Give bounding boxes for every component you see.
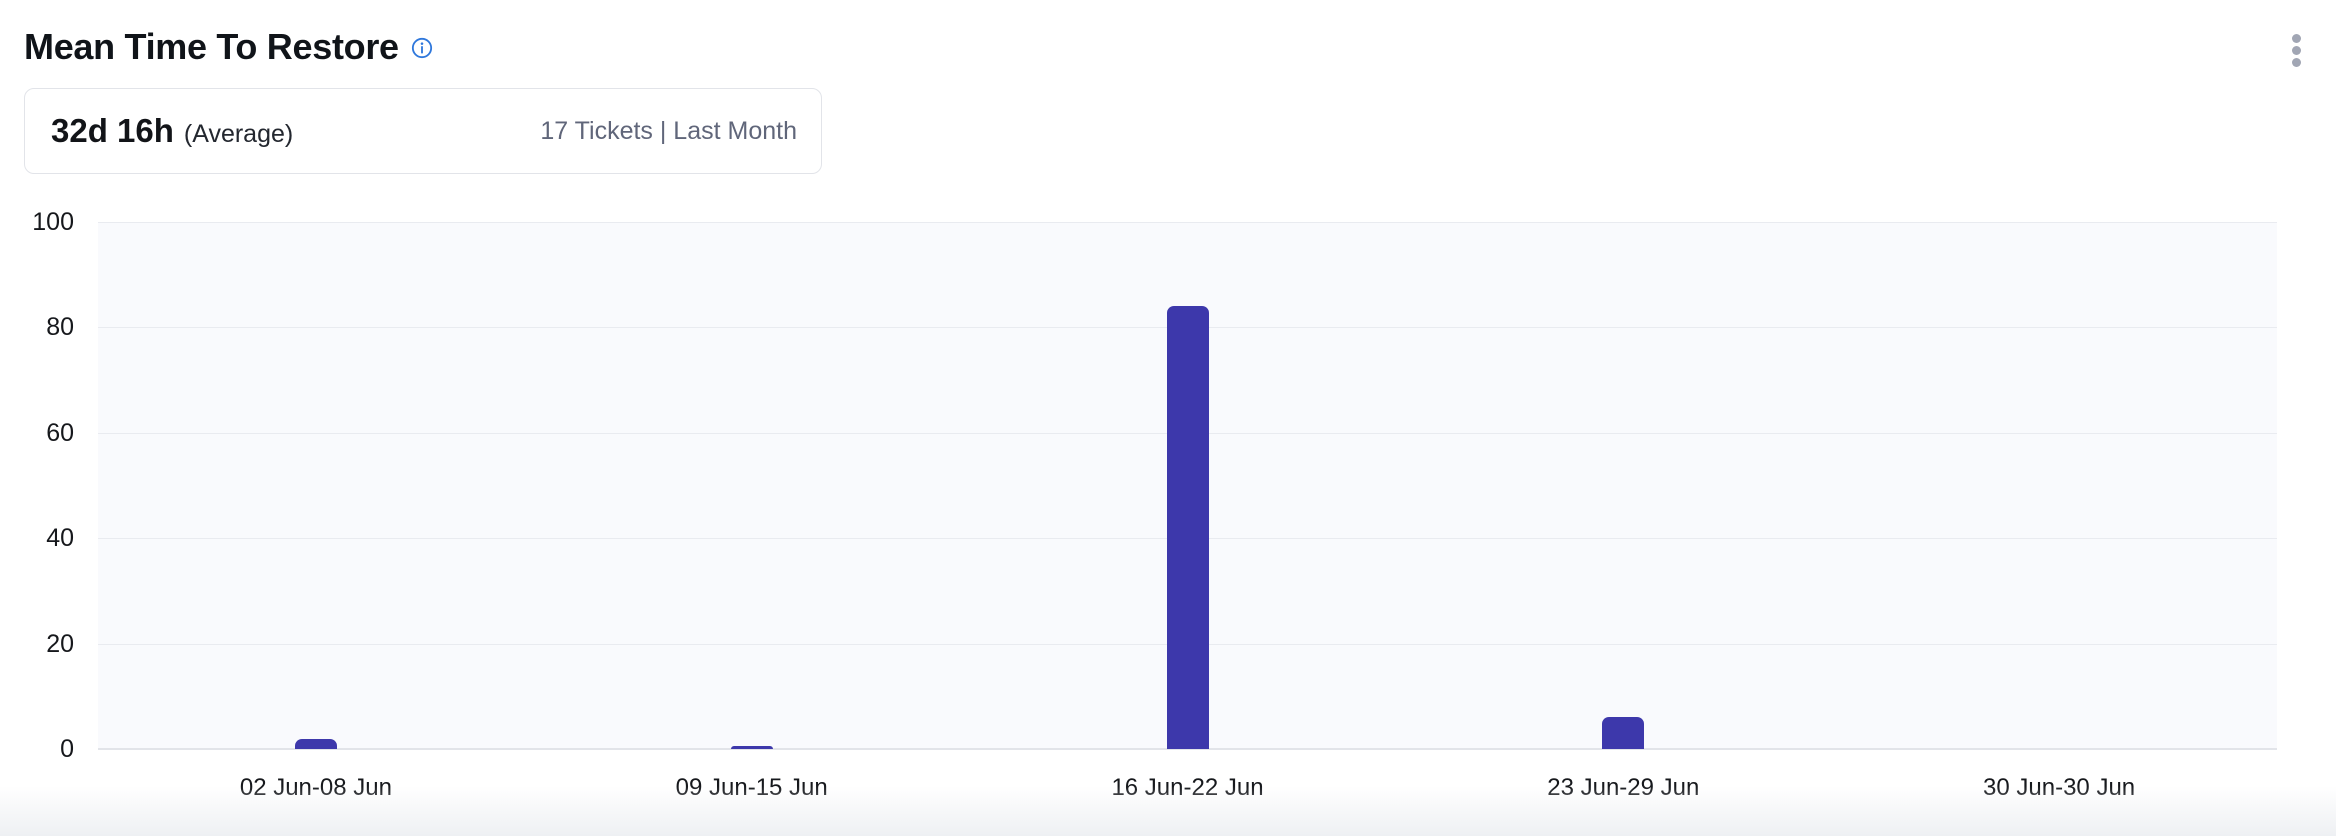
x-axis-label: 09 Jun-15 Jun <box>675 774 828 801</box>
y-axis-label: 40 <box>46 524 74 553</box>
y-axis-label: 100 <box>32 208 74 236</box>
info-icon[interactable] <box>411 37 433 59</box>
widget-menu-button[interactable] <box>2277 26 2315 74</box>
x-axis-line <box>98 748 2277 750</box>
x-axis-label: 16 Jun-22 Jun <box>1111 774 1264 801</box>
x-axis-label: 02 Jun-08 Jun <box>239 774 392 801</box>
y-axis-label: 0 <box>60 735 74 763</box>
y-axis-label: 60 <box>46 418 74 447</box>
summary-value-group: 32d 16h (Average) <box>51 112 293 150</box>
chart-bar[interactable] <box>730 746 773 749</box>
summary-value: 32d 16h <box>51 112 174 149</box>
summary-value-suffix: (Average) <box>183 120 294 148</box>
summary-card: 32d 16h (Average) 17 Tickets | Last Mont… <box>24 88 822 174</box>
summary-meta: 17 Tickets | Last Month <box>540 116 797 145</box>
chart-bar[interactable] <box>1602 717 1645 749</box>
widget-title: Mean Time To Restore <box>24 26 399 67</box>
chart-bar[interactable] <box>294 738 337 749</box>
x-axis-label: 30 Jun-30 Jun <box>1983 774 2136 801</box>
gridline <box>98 222 2277 223</box>
y-axis-label: 80 <box>46 313 74 342</box>
chart-bar[interactable] <box>1166 306 1209 749</box>
widget-header: Mean Time To Restore <box>24 27 433 67</box>
y-axis-label: 20 <box>46 629 74 658</box>
kebab-menu-icon <box>2291 33 2301 67</box>
x-axis-label: 23 Jun-29 Jun <box>1547 774 1700 801</box>
